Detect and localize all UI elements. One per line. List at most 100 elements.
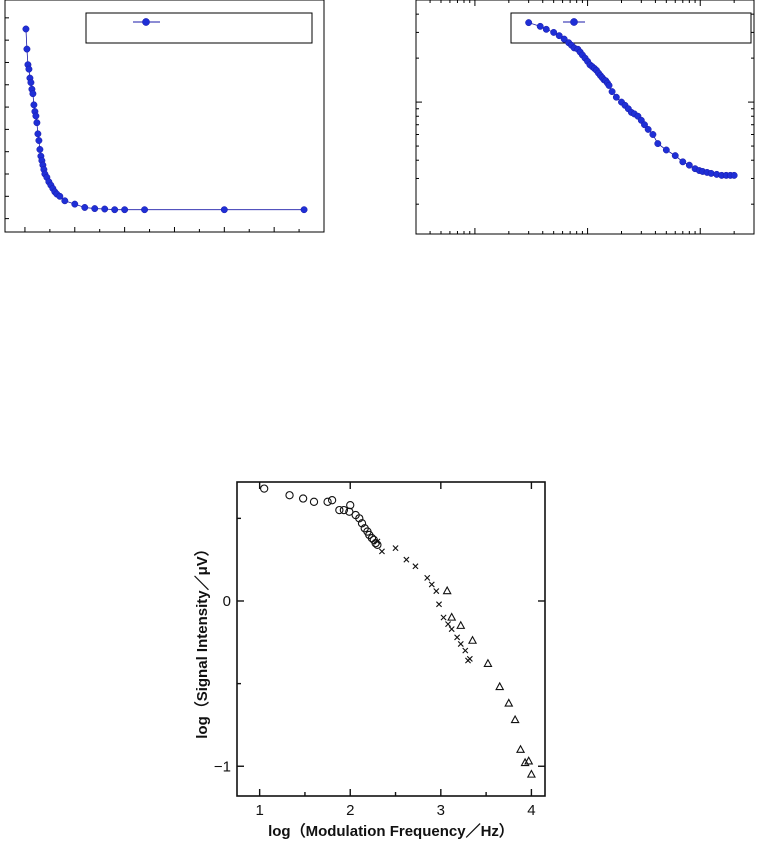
chart-1-data-point	[35, 137, 43, 144]
chart-3-triangle-point	[524, 756, 534, 765]
chart-3-circle-point	[355, 514, 364, 523]
chart-1-data-point	[71, 200, 79, 208]
chart-1-data-point	[30, 101, 38, 109]
chart-3-y-tick-label: 0	[223, 593, 231, 610]
chart-2-data-point	[679, 158, 687, 166]
chart-1-data-point	[36, 146, 44, 153]
chart-3-triangle-point	[516, 744, 526, 753]
chart-3-cross-point	[462, 647, 469, 654]
chart-1-data-point	[121, 206, 129, 214]
chart-2-data-point	[550, 28, 558, 36]
chart-3-cross-point	[403, 556, 410, 563]
chart-3-triangle-point	[520, 757, 530, 767]
chart-2-data-point	[730, 171, 738, 179]
chart-3-triangle-point	[447, 612, 457, 621]
chart-1-legend-marker	[142, 18, 150, 26]
chart-1-data-point	[56, 192, 64, 200]
chart-3-cross-point	[392, 545, 399, 552]
chart-1-frame	[4, 0, 325, 233]
chart-2-data-point	[525, 19, 533, 27]
chart-1-data-point	[29, 90, 37, 98]
chart-3-signal-vs-frequency: 1 2 3 4 −1 0 log（Modulation Frequency／Hz） log…	[193, 481, 546, 840]
chart-3-triangle-point	[456, 620, 466, 629]
chart-3-cross-point	[436, 601, 443, 608]
chart-3-circle-point	[298, 494, 308, 503]
chart-1-plot-area	[22, 25, 308, 214]
chart-2-decay-loglog	[415, 0, 755, 235]
chart-3-cross-point	[440, 614, 447, 621]
chart-2-data-point	[608, 88, 616, 96]
chart-3-cross-point	[412, 563, 419, 570]
chart-3-cross-point	[374, 538, 381, 545]
chart-2-data-point	[555, 32, 563, 40]
chart-3-circle-point	[373, 540, 382, 549]
chart-3-cross-point	[448, 626, 455, 633]
chart-1-data-point	[23, 45, 31, 53]
chart-1-data-point	[61, 197, 69, 205]
chart-1-series-line	[25, 28, 305, 211]
chart-3-cross-point	[433, 588, 440, 595]
chart-1-data-point	[220, 206, 228, 214]
chart-3-cross-stroke	[445, 621, 452, 628]
chart-1-data-point	[22, 25, 30, 33]
chart-3-frame	[236, 481, 546, 797]
chart-3-cross-stroke	[462, 647, 469, 654]
chart-3-cross-stroke	[412, 563, 419, 570]
chart-2-data-point	[641, 121, 648, 129]
chart-1-data-point	[101, 205, 109, 213]
chart-3-circle-point	[357, 519, 367, 528]
chart-1-data-point	[33, 119, 41, 127]
chart-3-cross-stroke	[424, 574, 431, 581]
chart-2-data-point	[671, 152, 679, 160]
chart-1-decay-linear	[4, 0, 325, 233]
chart-1-data-point	[34, 130, 42, 138]
chart-3-cross-stroke	[454, 634, 461, 641]
chart-2-data-point	[536, 22, 544, 30]
chart-3-x-tick-label: 4	[527, 802, 535, 819]
chart-3-cross-stroke	[374, 538, 381, 545]
chart-3-x-tick-label: 1	[255, 802, 263, 819]
chart-3-circle-point	[335, 505, 344, 515]
chart-3-circle-point	[285, 491, 294, 500]
chart-3-x-tick-label: 3	[437, 802, 445, 819]
chart-3-circle-point	[327, 496, 337, 505]
chart-2-data-point	[612, 93, 620, 101]
chart-3-triangle-point	[442, 585, 452, 595]
chart-2-data-point	[649, 131, 657, 138]
chart-1-data-point	[300, 206, 308, 214]
chart-3-cross-point	[428, 581, 435, 588]
chart-1-data-point	[111, 206, 119, 214]
chart-1-ticks	[5, 17, 325, 232]
chart-2-frame	[415, 0, 755, 235]
chart-3-cross-stroke	[457, 640, 464, 647]
chart-2-legend-marker	[570, 18, 578, 26]
chart-3-x-tick-label: 2	[346, 802, 354, 819]
chart-2-series-line	[528, 22, 735, 176]
chart-3-cross-point	[457, 640, 464, 647]
chart-3-cross-point	[445, 621, 452, 628]
chart-3-y-axis-label: log（Signal Intensity／μV）	[193, 541, 211, 739]
chart-3-cross-point	[454, 634, 461, 641]
chart-3-triangle-point	[504, 698, 514, 707]
chart-3-triangle-point	[468, 635, 478, 644]
chart-1-data-point	[32, 112, 40, 120]
chart-1-data-point	[81, 204, 89, 211]
chart-3-triangle-point	[510, 714, 520, 724]
chart-3-cross-stroke	[378, 548, 385, 555]
chart-2-data-point	[542, 25, 550, 33]
chart-3-circle-point	[323, 497, 332, 506]
chart-3-triangle-point	[483, 658, 493, 667]
chart-1-data-point	[141, 206, 149, 214]
chart-3-cross-stroke	[392, 545, 399, 552]
chart-3-cross-stroke	[403, 556, 410, 563]
chart-3-ticks: 1 2 3 4 −1 0	[214, 482, 545, 819]
chart-2-data-point	[685, 161, 693, 169]
chart-1-data-point	[27, 79, 35, 86]
chart-3-plot-area	[260, 484, 536, 778]
chart-3-circle-point	[260, 484, 269, 493]
chart-3-cross-stroke	[466, 655, 473, 662]
chart-3-cross-stroke	[436, 601, 443, 608]
chart-3-cross-stroke	[428, 581, 435, 588]
chart-2-plot-area	[525, 19, 738, 179]
chart-2-data-point	[662, 146, 670, 154]
